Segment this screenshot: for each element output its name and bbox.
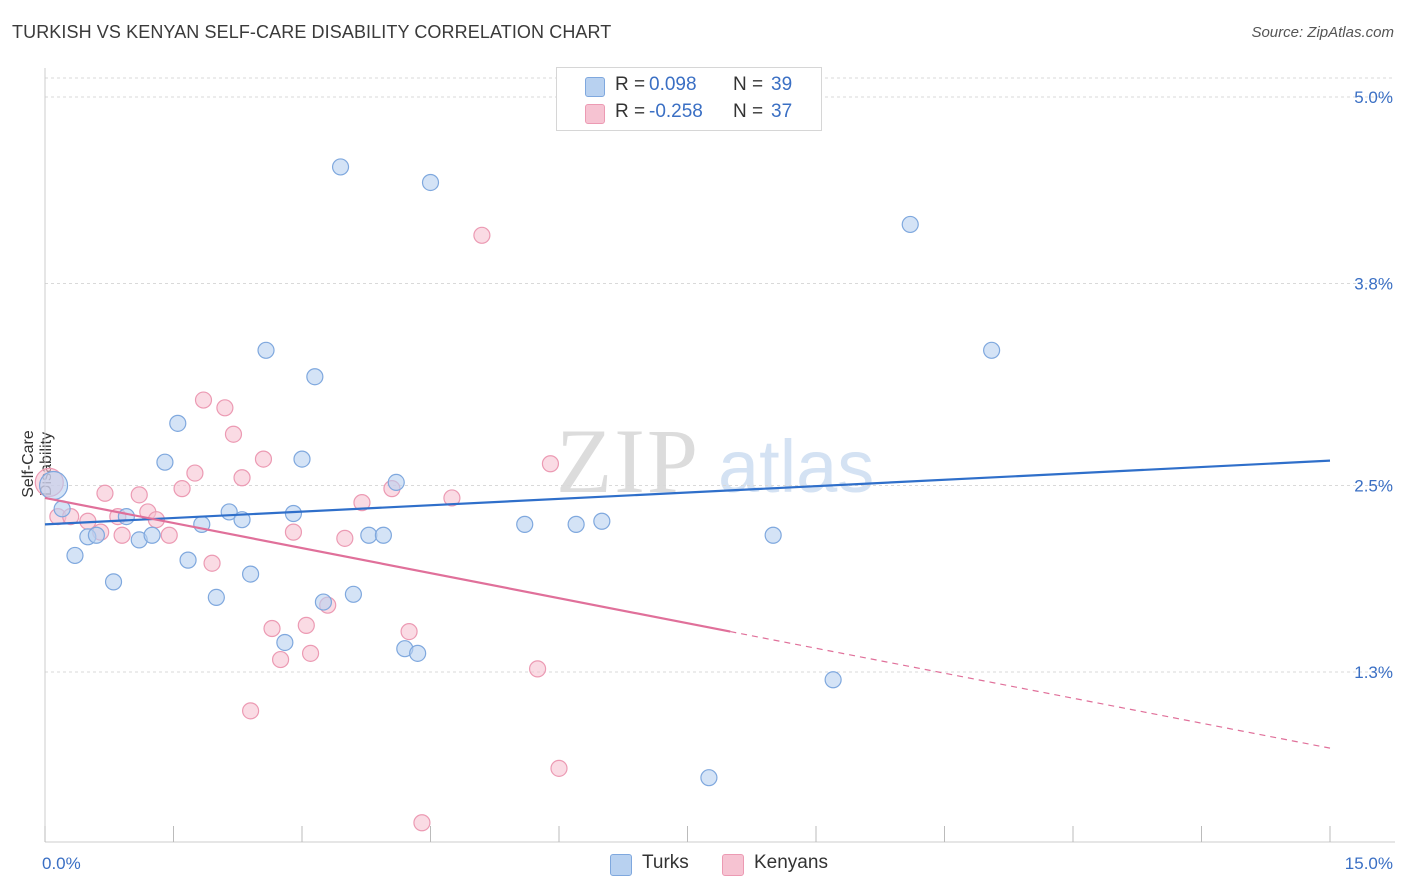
kenyans-point: [297, 616, 315, 634]
turks-point: [314, 593, 333, 611]
turks-point: [38, 470, 69, 501]
kenyans-trend-line-extension: [730, 631, 1331, 749]
kenyans-point: [528, 660, 547, 678]
turks-point: [66, 546, 84, 565]
turks-point: [516, 515, 534, 533]
stats-legend: R = 0.098 N = 39 R = -0.258 N = 37: [556, 67, 822, 131]
turks-point: [207, 588, 225, 607]
turks-trend-line: [44, 459, 1331, 526]
turks-point: [344, 585, 362, 603]
turks-point: [983, 341, 1001, 359]
kenyans-point: [224, 425, 243, 443]
r-label: R =: [615, 74, 646, 95]
turks-point: [156, 453, 174, 471]
turks-point: [567, 515, 585, 533]
turks-point: [276, 633, 294, 652]
kenyans-point: [301, 644, 320, 662]
n-label: N =: [733, 74, 764, 95]
turks-point: [700, 769, 718, 787]
stats-legend-row-turks: R = 0.098 N = 39: [557, 74, 821, 100]
turks-point: [421, 173, 440, 192]
kenyans-point: [186, 464, 204, 482]
stats-legend-row-kenyans: R = -0.258 N = 37: [557, 101, 821, 127]
series-legend: Turks Kenyans: [0, 852, 1406, 878]
turks-point: [360, 526, 378, 544]
turks-point: [284, 504, 303, 523]
x-tick-label: 15.0%: [1345, 854, 1393, 873]
kenyans-point: [473, 226, 491, 244]
turks-point: [117, 507, 135, 526]
watermark-zip: ZIP: [556, 410, 700, 512]
source-label: Source: ZipAtlas.com: [1251, 24, 1394, 41]
kenyans-point: [233, 469, 251, 487]
turks-point: [901, 215, 919, 234]
kenyans-point: [263, 619, 281, 638]
turks-point: [179, 551, 197, 569]
kenyans-point: [96, 484, 114, 502]
kenyans-point: [254, 450, 273, 468]
x-tick-label: 0.0%: [42, 854, 81, 873]
y-tick-label: 3.8%: [1354, 274, 1393, 293]
kenyans-point: [400, 622, 418, 641]
n-label: N =: [733, 101, 764, 122]
kenyans-point: [550, 759, 568, 777]
kenyans-point: [216, 399, 234, 417]
turks-point: [387, 473, 405, 492]
kenyans-point: [336, 529, 354, 547]
kenyans-point: [203, 554, 221, 572]
turks-point: [374, 526, 392, 544]
turks-swatch: [585, 77, 605, 97]
turks-point: [306, 368, 324, 386]
kenyans-point: [284, 523, 303, 541]
kenyans-point: [242, 702, 260, 720]
turks-point: [409, 644, 427, 662]
legend-label-turks: Turks: [642, 852, 689, 873]
turks-point: [257, 341, 275, 359]
kenyans-point: [160, 526, 178, 544]
r-value: -0.258: [649, 101, 703, 122]
turks-point: [824, 671, 842, 689]
kenyans-swatch: [585, 104, 605, 124]
kenyans-point: [541, 455, 560, 473]
turks-point: [87, 526, 106, 544]
turks-point: [143, 526, 161, 544]
kenyans-point: [194, 391, 213, 409]
y-tick-label: 1.3%: [1354, 663, 1393, 682]
r-label: R =: [615, 101, 646, 122]
kenyans-legend-swatch: [722, 854, 744, 876]
kenyans-trend-line: [44, 496, 731, 633]
turks-legend-swatch: [610, 854, 632, 876]
y-tick-label: 2.5%: [1354, 477, 1393, 496]
turks-point: [331, 158, 350, 176]
kenyans-point: [130, 486, 148, 504]
kenyans-point: [113, 526, 131, 544]
turks-point: [104, 573, 123, 591]
turks-point: [764, 526, 782, 544]
kenyans-point: [443, 489, 461, 507]
y-tick-label: 5.0%: [1354, 88, 1393, 107]
turks-point: [242, 565, 260, 583]
turks-point: [293, 450, 311, 468]
kenyans-point: [413, 814, 431, 832]
watermark-atlas: atlas: [718, 425, 874, 508]
n-value: 39: [771, 74, 793, 95]
kenyans-point: [173, 480, 191, 498]
kenyans-point: [271, 650, 290, 669]
r-value: 0.098: [649, 74, 697, 95]
chart-title: TURKISH VS KENYAN SELF-CARE DISABILITY C…: [12, 22, 612, 42]
turks-point: [169, 414, 187, 432]
legend-label-kenyans: Kenyans: [754, 852, 828, 873]
n-value: 37: [771, 101, 793, 122]
turks-point: [593, 512, 611, 530]
kenyans-point: [353, 494, 371, 512]
